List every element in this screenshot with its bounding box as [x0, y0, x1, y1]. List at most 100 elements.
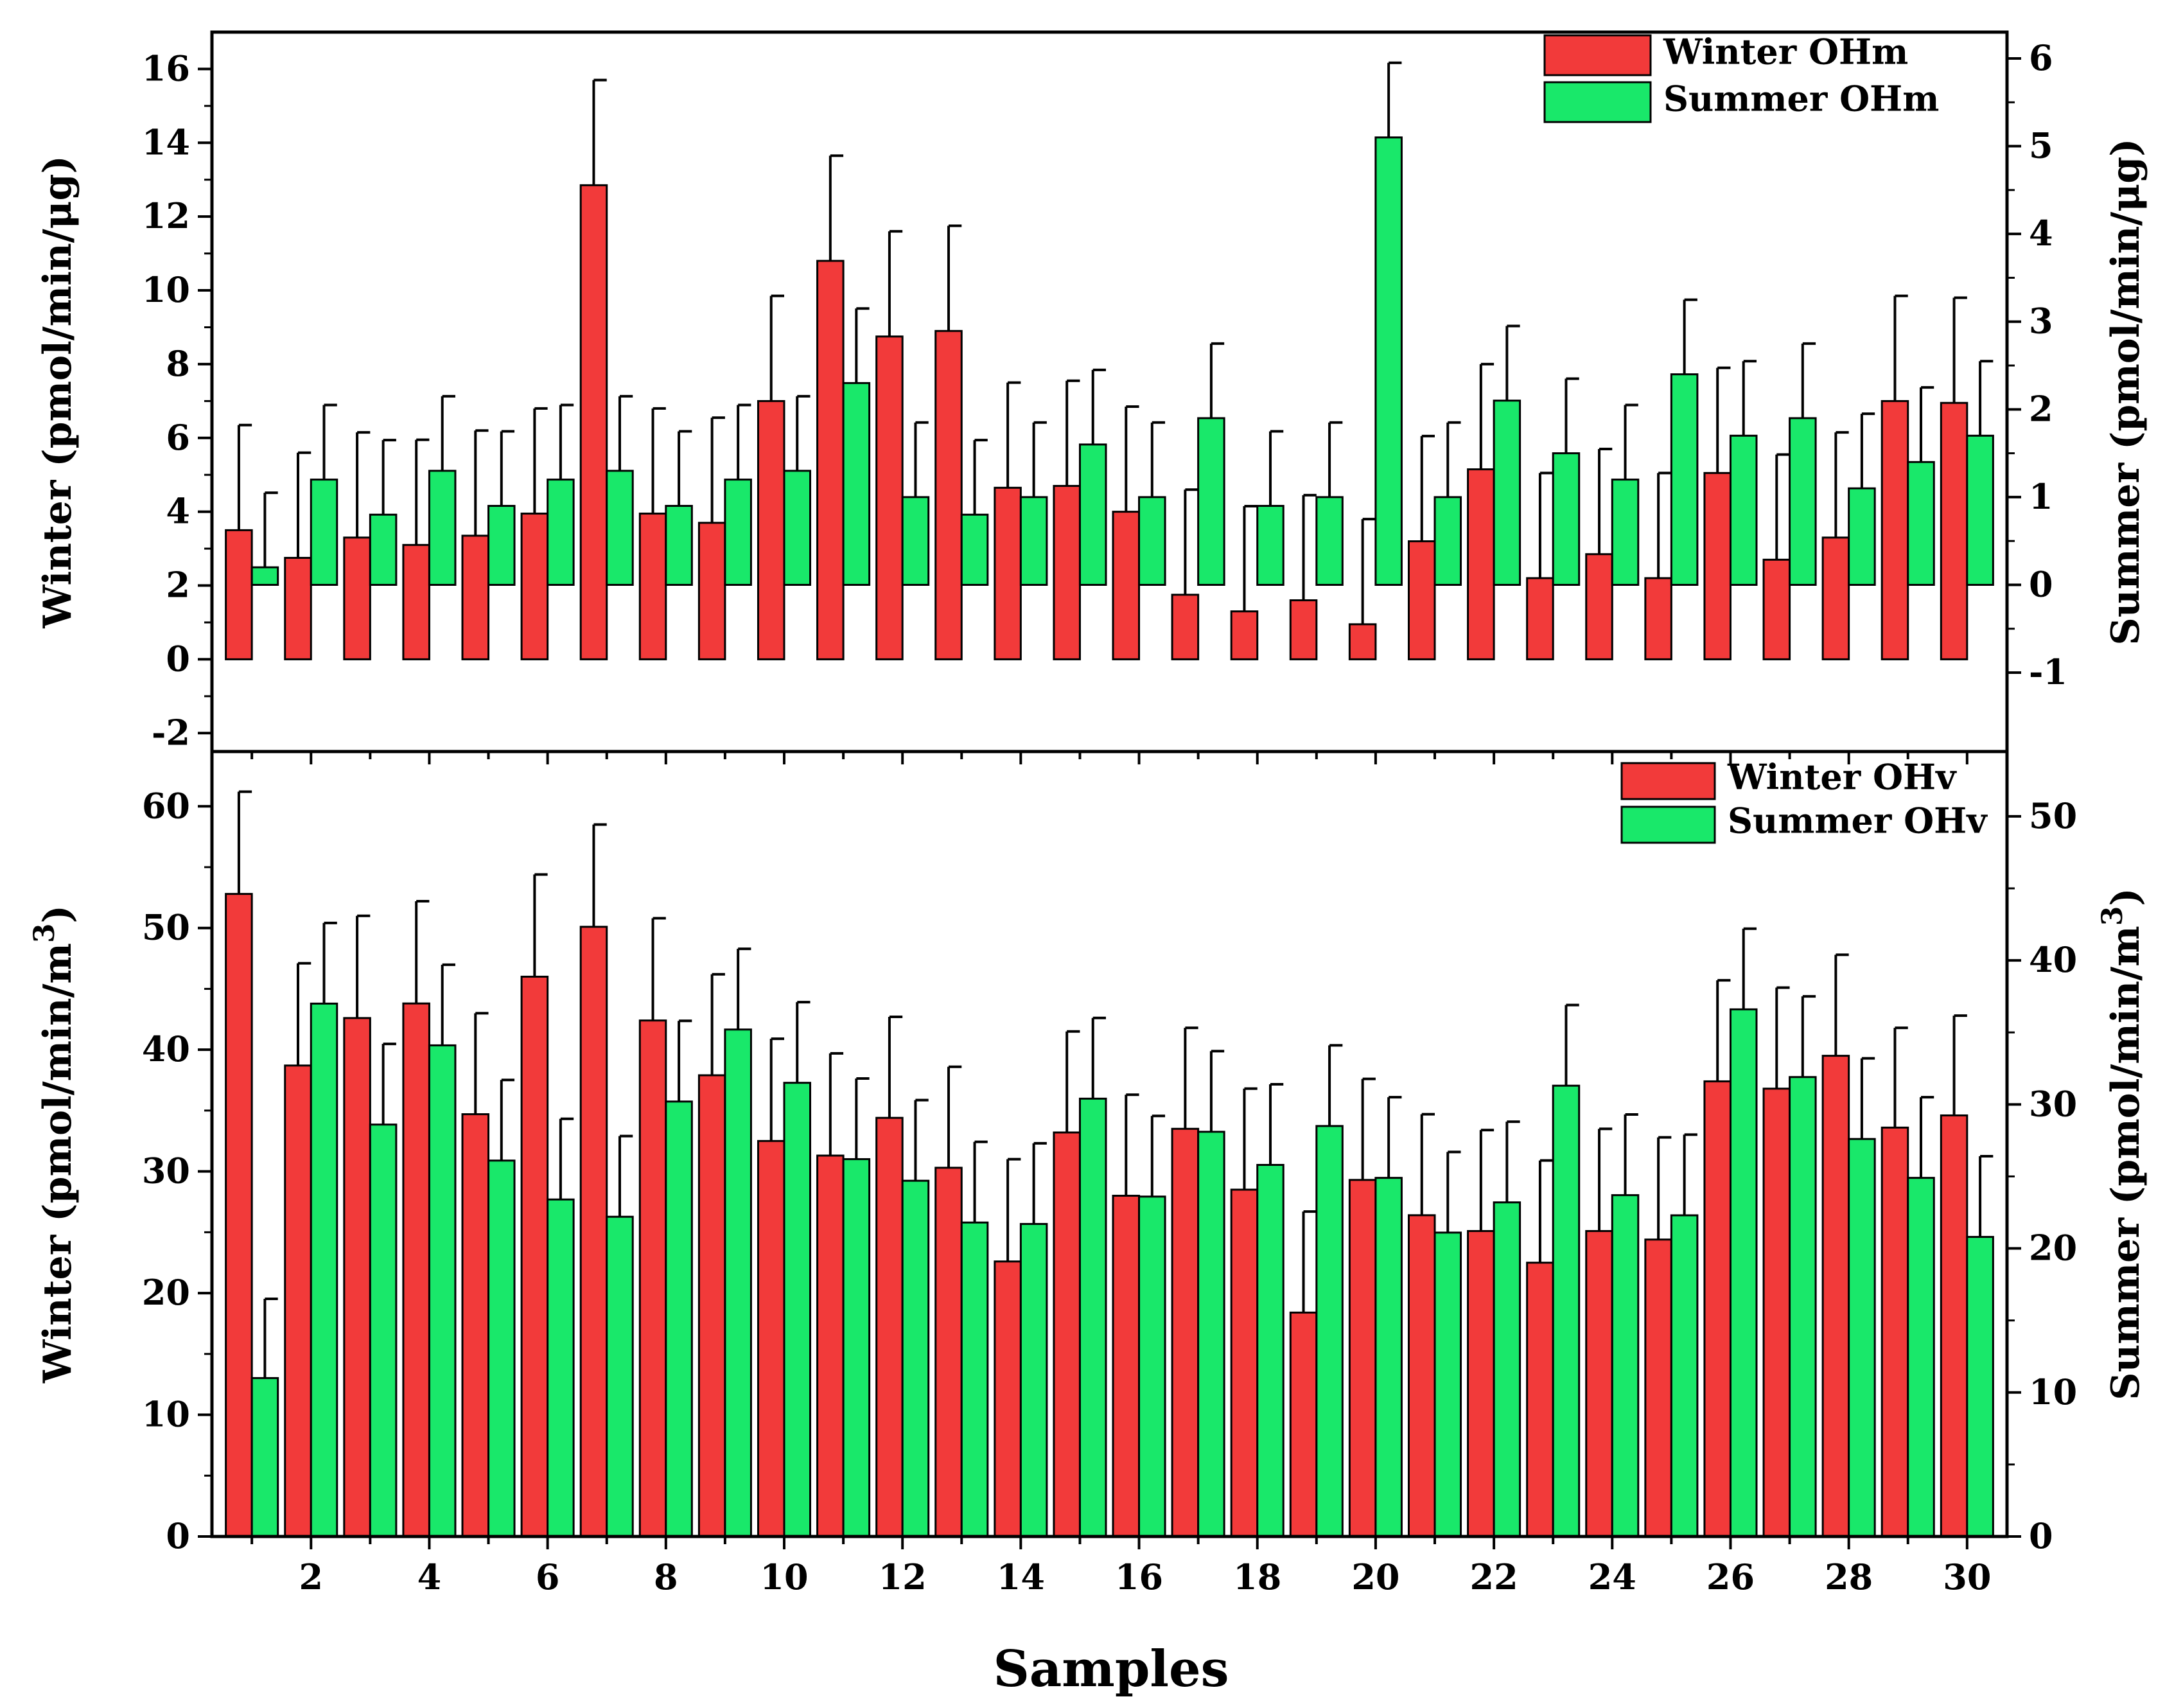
top-winter-bar-23: [1526, 577, 1554, 660]
top-winter-bar-7: [579, 184, 608, 660]
bottom-summer-bar-11: [842, 1158, 871, 1538]
top-winter-bar-16: [1112, 511, 1141, 660]
bottom-winter-bar-20: [1348, 1179, 1377, 1538]
bottom-summer-bar-10: [783, 1082, 812, 1538]
bottom-legend-label-summer: Summer OHv: [1728, 800, 1988, 841]
top-winter-bar-28: [1821, 536, 1850, 660]
bottom-y-axis-title-left: Winter (pmol/min/m3): [28, 905, 80, 1384]
top-summer-bar-19: [1315, 496, 1344, 586]
x-tick-label-10: 10: [760, 1556, 808, 1598]
bottom-winter-bar-12: [875, 1116, 904, 1538]
top-summer-bar-15: [1078, 443, 1107, 586]
top-y-axis-title-left: Winter (pmol/min/μg): [35, 155, 80, 629]
bottom-y-axis-title-right: Summer (pmol/min/m3): [2096, 888, 2148, 1400]
bottom-winter-bar-1: [225, 893, 253, 1538]
top-right-tick-label: -1: [2029, 651, 2067, 692]
bottom-summer-bar-2: [310, 1002, 338, 1538]
top-winter-bar-18: [1230, 610, 1259, 660]
top-summer-bar-13: [960, 513, 989, 586]
top-left-tick-label: 0: [166, 638, 190, 679]
top-summer-bar-11: [842, 382, 871, 586]
top-summer-bar-24: [1611, 479, 1640, 586]
top-summer-bar-12: [901, 496, 930, 586]
top-left-tick-label: 6: [166, 417, 190, 458]
bottom-legend-swatch-winter: [1620, 762, 1716, 800]
top-winter-bar-20: [1348, 623, 1377, 660]
x-tick-label-30: 30: [1943, 1556, 1991, 1598]
top-left-tick-label: 16: [142, 48, 190, 89]
bottom-winter-bar-27: [1762, 1087, 1791, 1538]
top-winter-bar-29: [1880, 400, 1909, 660]
bottom-winter-bar-18: [1230, 1188, 1259, 1538]
bottom-legend-swatch-summer: [1620, 806, 1716, 844]
bottom-summer-bar-22: [1493, 1201, 1521, 1538]
top-right-tick-label: 5: [2029, 125, 2053, 166]
top-winter-bar-1: [225, 529, 253, 660]
top-legend-swatch-winter: [1543, 34, 1652, 76]
top-summer-bar-30: [1966, 434, 1994, 586]
top-legend-label-summer: Summer OHm: [1663, 78, 1939, 119]
x-tick-label-2: 2: [299, 1556, 323, 1598]
bottom-winter-bar-7: [579, 926, 608, 1538]
bottom-right-tick-label: 40: [2029, 939, 2077, 980]
bottom-winter-bar-23: [1526, 1262, 1554, 1538]
bottom-right-tick-label: 30: [2029, 1083, 2077, 1124]
top-right-tick-label: 4: [2029, 213, 2053, 254]
bottom-winter-bar-21: [1407, 1214, 1436, 1538]
bottom-summer-bar-20: [1374, 1177, 1403, 1538]
top-legend-label-winter: Winter OHm: [1663, 31, 1908, 73]
bottom-winter-bar-22: [1467, 1229, 1495, 1538]
top-right-tick-label: 1: [2029, 476, 2053, 517]
top-winter-bar-12: [875, 335, 904, 660]
top-winter-bar-25: [1644, 577, 1672, 660]
top-left-tick-label: 14: [142, 121, 190, 163]
bottom-winter-bar-29: [1880, 1126, 1909, 1538]
bottom-summer-bar-25: [1670, 1214, 1699, 1538]
top-summer-bar-2: [310, 479, 338, 586]
top-summer-bar-27: [1789, 417, 1817, 586]
top-summer-bar-17: [1197, 417, 1225, 586]
bottom-winter-bar-11: [816, 1154, 845, 1538]
top-winter-bar-19: [1289, 599, 1318, 660]
bottom-summer-bar-8: [665, 1100, 693, 1538]
bottom-left-tick-label: 60: [142, 785, 190, 826]
x-tick-label-14: 14: [997, 1556, 1045, 1598]
top-summer-bar-22: [1493, 400, 1521, 586]
top-summer-bar-3: [369, 513, 398, 586]
bottom-left-tick-label: 40: [142, 1028, 190, 1070]
bottom-winter-bar-16: [1112, 1195, 1141, 1538]
bottom-left-tick-label: 0: [166, 1515, 190, 1556]
top-winter-bar-21: [1407, 540, 1436, 660]
x-tick-label-8: 8: [654, 1556, 678, 1598]
bottom-winter-bar-9: [697, 1074, 726, 1538]
x-tick-label-24: 24: [1588, 1556, 1636, 1598]
top-winter-bar-10: [757, 400, 785, 660]
bottom-summer-bar-12: [901, 1179, 930, 1538]
bottom-winter-bar-4: [402, 1002, 430, 1538]
bottom-winter-bar-3: [343, 1017, 371, 1538]
bottom-summer-bar-14: [1019, 1222, 1048, 1538]
x-tick-label-4: 4: [417, 1556, 442, 1598]
top-winter-bar-9: [697, 522, 726, 660]
top-winter-bar-27: [1762, 558, 1791, 660]
top-right-tick-label: 0: [2029, 563, 2053, 604]
top-summer-bar-16: [1138, 496, 1166, 586]
bottom-legend-label-winter: Winter OHv: [1727, 756, 1957, 797]
top-winter-bar-3: [343, 536, 371, 660]
bottom-winter-bar-26: [1703, 1080, 1731, 1538]
x-tick-label-18: 18: [1233, 1556, 1281, 1598]
x-tick-label-16: 16: [1115, 1556, 1163, 1598]
bottom-summer-bar-6: [547, 1198, 575, 1538]
bottom-summer-bar-7: [606, 1215, 634, 1538]
top-winter-bar-8: [638, 513, 667, 660]
top-winter-bar-15: [1053, 484, 1081, 660]
bottom-summer-bar-1: [250, 1377, 279, 1538]
bottom-right-tick-label: 10: [2029, 1371, 2077, 1413]
bottom-right-tick-label: 0: [2029, 1515, 2053, 1556]
top-winter-bar-13: [934, 330, 963, 660]
bottom-summer-bar-4: [428, 1044, 457, 1538]
top-winter-bar-4: [402, 543, 430, 660]
top-winter-bar-22: [1467, 468, 1495, 660]
